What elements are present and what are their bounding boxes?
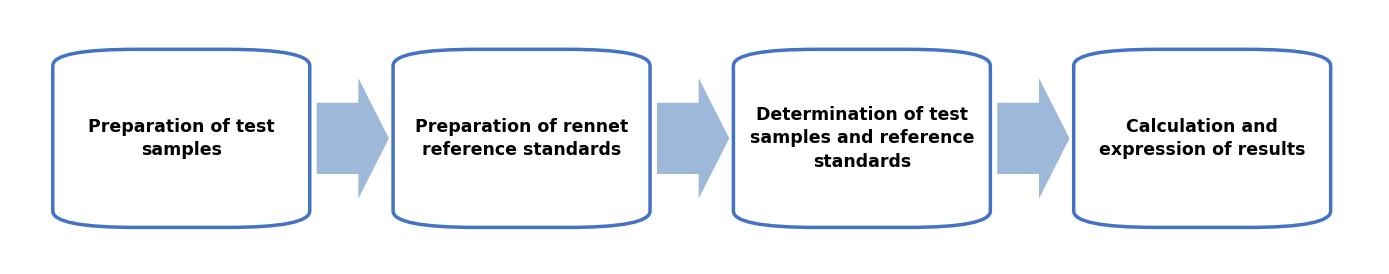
FancyBboxPatch shape bbox=[53, 49, 310, 227]
Polygon shape bbox=[997, 78, 1070, 199]
FancyBboxPatch shape bbox=[1074, 49, 1331, 227]
Text: Determination of test
samples and reference
standards: Determination of test samples and refere… bbox=[750, 106, 974, 171]
FancyBboxPatch shape bbox=[733, 49, 990, 227]
FancyBboxPatch shape bbox=[393, 49, 650, 227]
Text: Calculation and
expression of results: Calculation and expression of results bbox=[1099, 118, 1306, 159]
Polygon shape bbox=[657, 78, 729, 199]
Text: Preparation of test
samples: Preparation of test samples bbox=[88, 118, 275, 159]
Text: Preparation of rennet
reference standards: Preparation of rennet reference standard… bbox=[415, 118, 628, 159]
Polygon shape bbox=[317, 78, 389, 199]
